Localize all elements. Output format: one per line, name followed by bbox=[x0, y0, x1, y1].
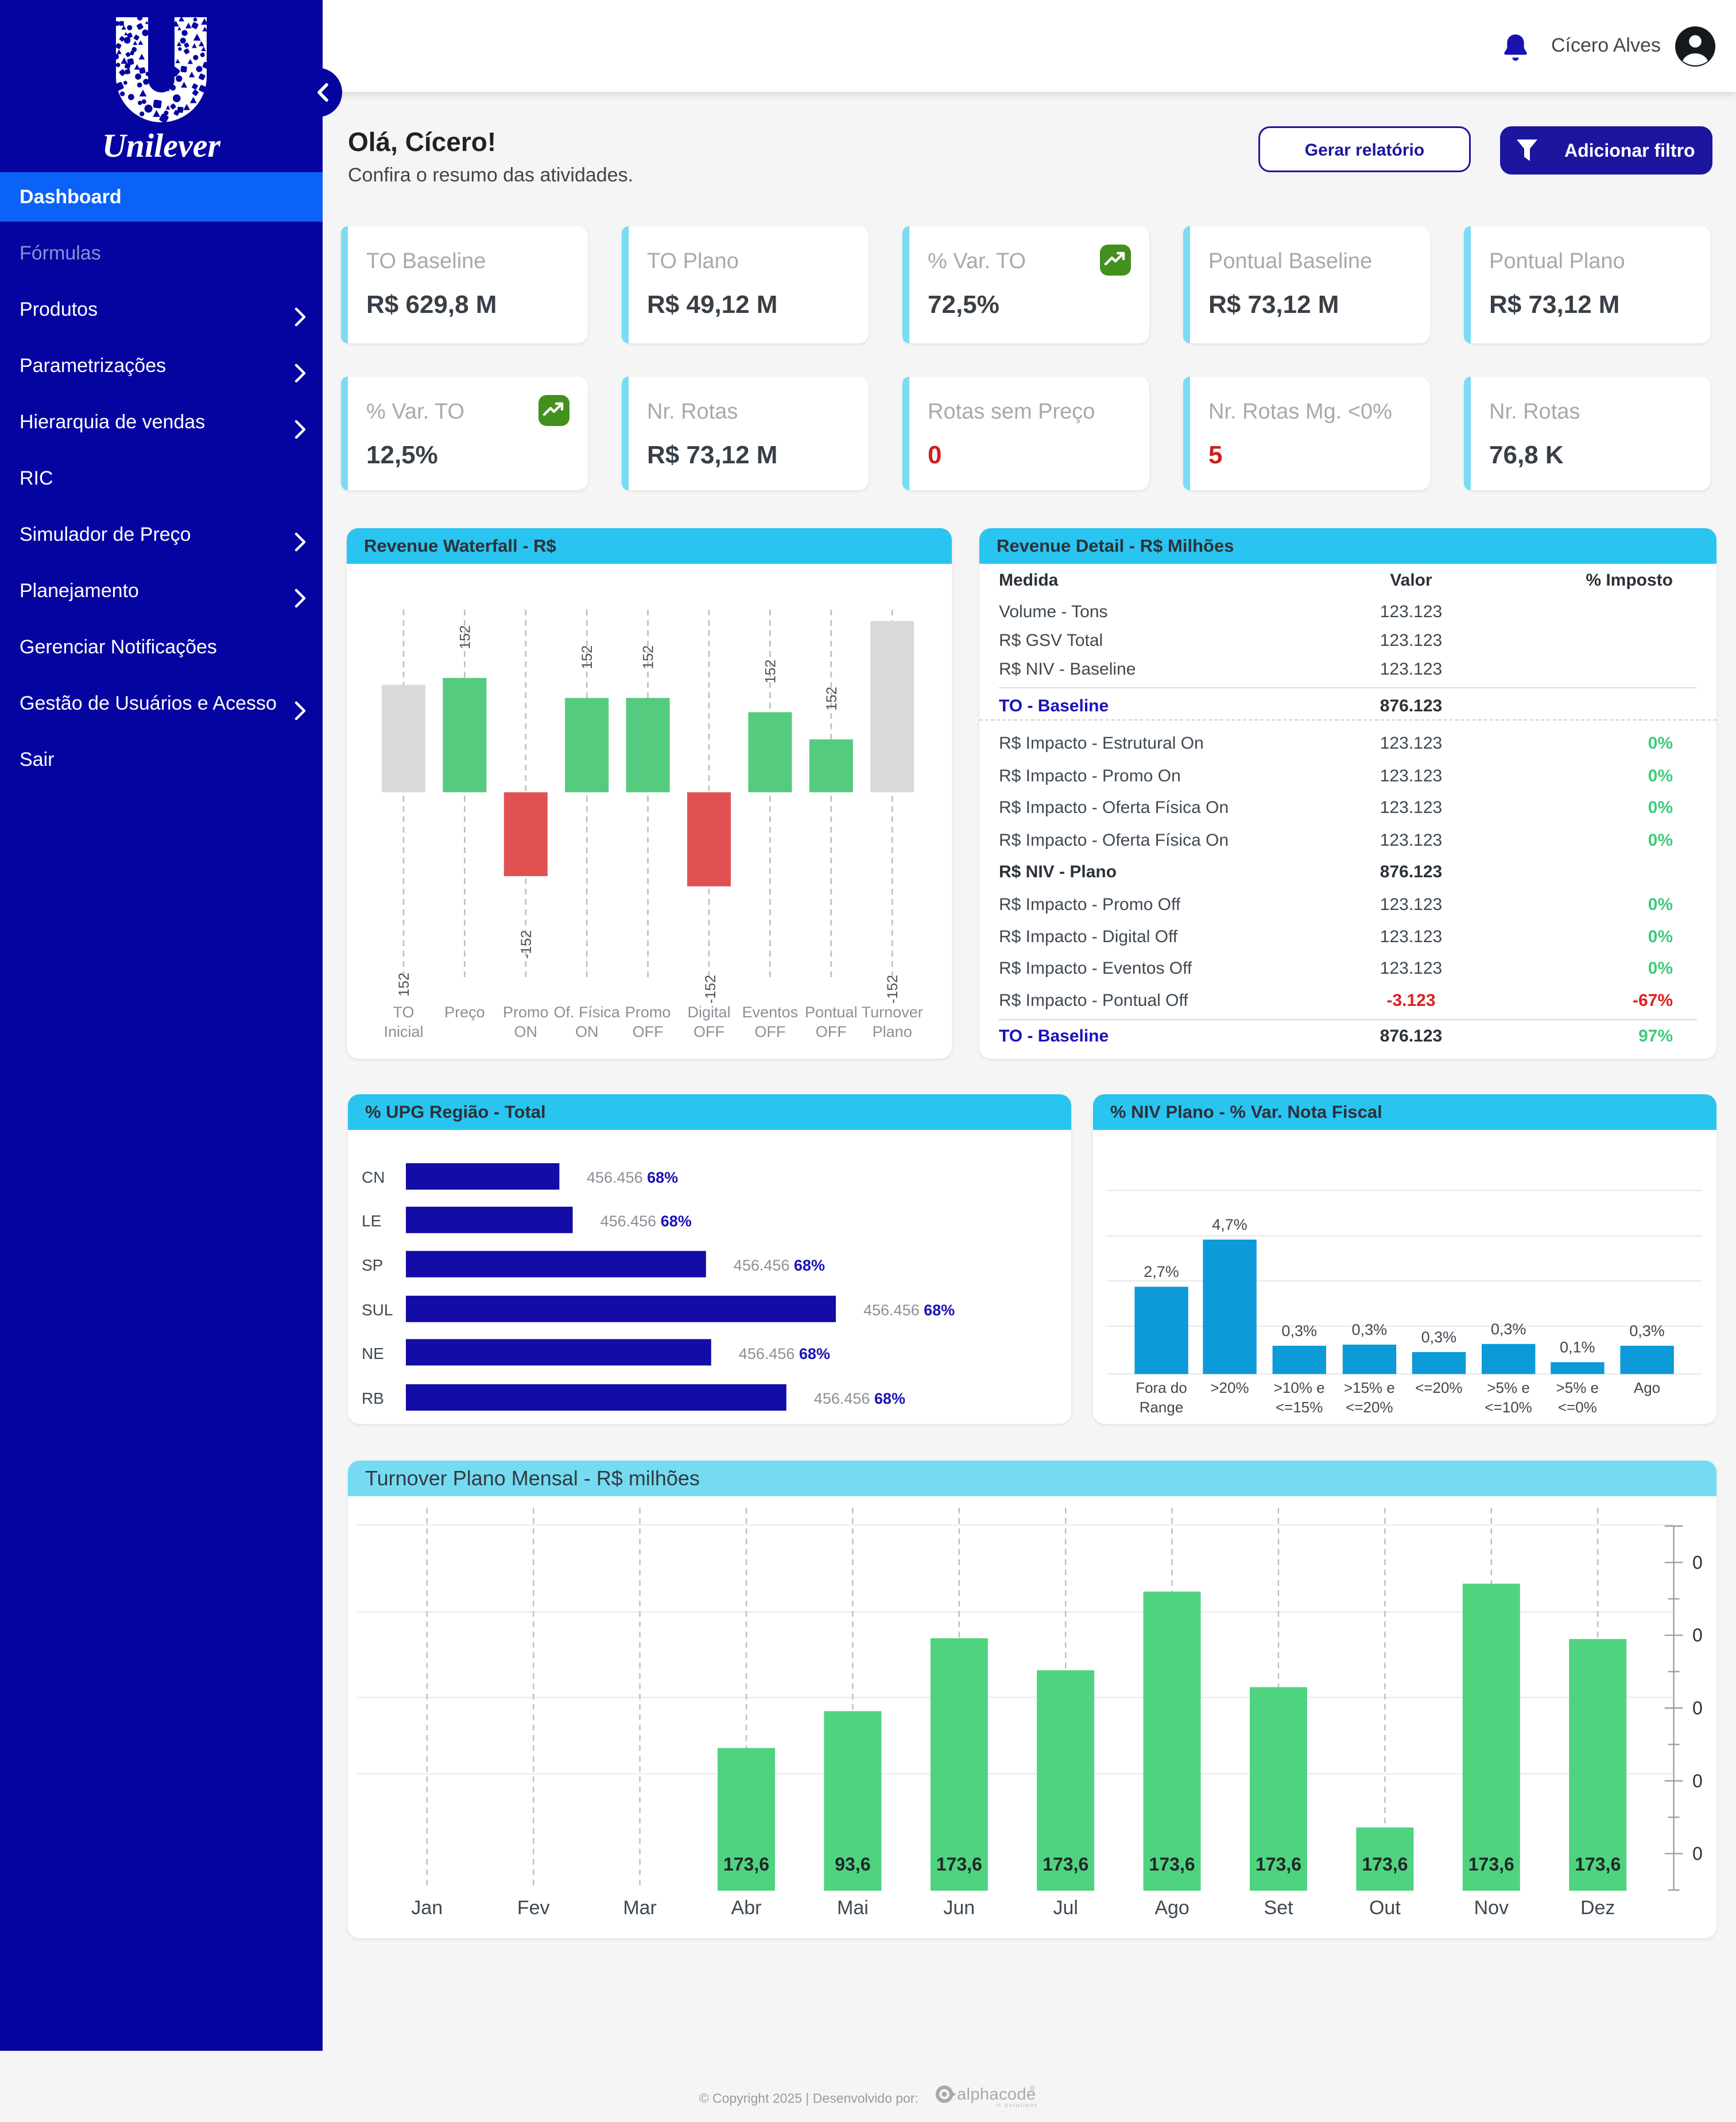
svg-text:4,7%: 4,7% bbox=[1212, 1216, 1247, 1233]
svg-text:0,3%: 0,3% bbox=[1629, 1322, 1665, 1339]
svg-text:ON: ON bbox=[575, 1023, 598, 1040]
svg-text:0: 0 bbox=[1692, 1552, 1703, 1573]
svg-text:<=0%: <=0% bbox=[1558, 1399, 1597, 1416]
svg-text:456.456 68%: 456.456 68% bbox=[863, 1302, 955, 1319]
svg-text:>10% e: >10% e bbox=[1274, 1379, 1325, 1396]
svg-text:Digital: Digital bbox=[687, 1004, 730, 1021]
svg-text:OFF: OFF bbox=[633, 1023, 664, 1040]
svg-text:SP: SP bbox=[362, 1256, 383, 1274]
svg-text:0,3%: 0,3% bbox=[1421, 1329, 1457, 1346]
svg-text:>15% e: >15% e bbox=[1344, 1379, 1395, 1396]
svg-text:0,3%: 0,3% bbox=[1281, 1322, 1317, 1339]
svg-text:0,3%: 0,3% bbox=[1491, 1321, 1526, 1338]
svg-text:Preço: Preço bbox=[444, 1004, 485, 1021]
svg-text:SUL: SUL bbox=[362, 1301, 393, 1319]
svg-text:OFF: OFF bbox=[693, 1023, 724, 1040]
svg-text:Mar: Mar bbox=[623, 1897, 657, 1919]
svg-text:Jan: Jan bbox=[411, 1897, 443, 1919]
svg-text:Inicial: Inicial bbox=[383, 1023, 423, 1040]
svg-text:456.456 68%: 456.456 68% bbox=[734, 1257, 825, 1274]
svg-text:<=15%: <=15% bbox=[1276, 1399, 1323, 1416]
svg-text:Nov: Nov bbox=[1474, 1897, 1509, 1919]
svg-text:Out: Out bbox=[1369, 1897, 1401, 1919]
svg-text:>5% e: >5% e bbox=[1556, 1379, 1599, 1396]
svg-text:OFF: OFF bbox=[754, 1023, 785, 1040]
svg-text:Jul: Jul bbox=[1053, 1897, 1078, 1919]
svg-text:it solutions: it solutions bbox=[997, 2102, 1037, 2109]
svg-text:173,6: 173,6 bbox=[1149, 1854, 1195, 1875]
svg-text:Fora do: Fora do bbox=[1136, 1379, 1187, 1396]
svg-text:Fev: Fev bbox=[517, 1897, 550, 1919]
svg-text:152: 152 bbox=[457, 625, 473, 649]
svg-text:456.456 68%: 456.456 68% bbox=[587, 1169, 678, 1186]
svg-text:LE: LE bbox=[362, 1212, 381, 1230]
svg-text:TO: TO bbox=[393, 1004, 414, 1021]
svg-text:152: 152 bbox=[762, 660, 778, 684]
svg-text:ON: ON bbox=[514, 1023, 538, 1040]
svg-text:173,6: 173,6 bbox=[723, 1854, 769, 1875]
svg-text:-152: -152 bbox=[703, 975, 719, 1004]
svg-text:0: 0 bbox=[1692, 1771, 1703, 1791]
svg-text:>5% e: >5% e bbox=[1487, 1379, 1529, 1396]
svg-text:RB: RB bbox=[362, 1389, 384, 1407]
svg-text:Ago: Ago bbox=[1634, 1379, 1660, 1396]
svg-text:alphacode: alphacode bbox=[957, 2085, 1036, 2104]
svg-text:0: 0 bbox=[1692, 1625, 1703, 1645]
svg-text:173,6: 173,6 bbox=[1468, 1854, 1514, 1875]
svg-text:<=20%: <=20% bbox=[1346, 1399, 1393, 1416]
svg-text:456.456 68%: 456.456 68% bbox=[814, 1390, 905, 1407]
svg-text:Of. Física: Of. Física bbox=[553, 1004, 620, 1021]
svg-text:Pontual: Pontual bbox=[805, 1004, 858, 1021]
svg-text:173,6: 173,6 bbox=[936, 1854, 982, 1875]
svg-text:Range: Range bbox=[1140, 1399, 1184, 1416]
svg-text:Promo: Promo bbox=[503, 1004, 549, 1021]
svg-text:<=20%: <=20% bbox=[1415, 1379, 1462, 1396]
svg-text:Turnover: Turnover bbox=[862, 1004, 923, 1021]
svg-text:-152: -152 bbox=[518, 930, 534, 959]
svg-text:Abr: Abr bbox=[731, 1897, 762, 1919]
svg-text:456.456 68%: 456.456 68% bbox=[600, 1213, 692, 1230]
svg-text:152: 152 bbox=[824, 687, 840, 711]
svg-text:2,7%: 2,7% bbox=[1144, 1263, 1179, 1280]
svg-text:Dez: Dez bbox=[1580, 1897, 1615, 1919]
svg-text:173,6: 173,6 bbox=[1575, 1854, 1621, 1875]
svg-text:CN: CN bbox=[362, 1168, 385, 1186]
svg-text:®: ® bbox=[1030, 2084, 1035, 2092]
svg-text:NE: NE bbox=[362, 1345, 384, 1362]
svg-text:Eventos: Eventos bbox=[742, 1004, 799, 1021]
svg-text:<=10%: <=10% bbox=[1485, 1399, 1532, 1416]
svg-text:Mai: Mai bbox=[837, 1897, 869, 1919]
svg-text:Ago: Ago bbox=[1154, 1897, 1189, 1919]
svg-text:0,3%: 0,3% bbox=[1352, 1321, 1388, 1338]
svg-text:0,1%: 0,1% bbox=[1560, 1339, 1595, 1356]
svg-text:173,6: 173,6 bbox=[1256, 1854, 1301, 1875]
svg-text:152: 152 bbox=[641, 645, 657, 669]
svg-text:152: 152 bbox=[396, 973, 412, 997]
svg-text:Promo: Promo bbox=[625, 1004, 671, 1021]
svg-text:OFF: OFF bbox=[816, 1023, 847, 1040]
svg-text:0: 0 bbox=[1692, 1698, 1703, 1718]
svg-text:>20%: >20% bbox=[1210, 1379, 1249, 1396]
svg-text:Set: Set bbox=[1264, 1897, 1293, 1919]
svg-text:173,6: 173,6 bbox=[1362, 1854, 1408, 1875]
svg-text:152: 152 bbox=[579, 645, 595, 669]
svg-text:93,6: 93,6 bbox=[835, 1854, 870, 1875]
svg-text:Jun: Jun bbox=[943, 1897, 975, 1919]
svg-text:Plano: Plano bbox=[873, 1023, 912, 1040]
svg-text:456.456 68%: 456.456 68% bbox=[739, 1345, 830, 1362]
svg-text:-152: -152 bbox=[885, 975, 901, 1004]
svg-text:0: 0 bbox=[1692, 1844, 1703, 1864]
svg-text:173,6: 173,6 bbox=[1043, 1854, 1088, 1875]
